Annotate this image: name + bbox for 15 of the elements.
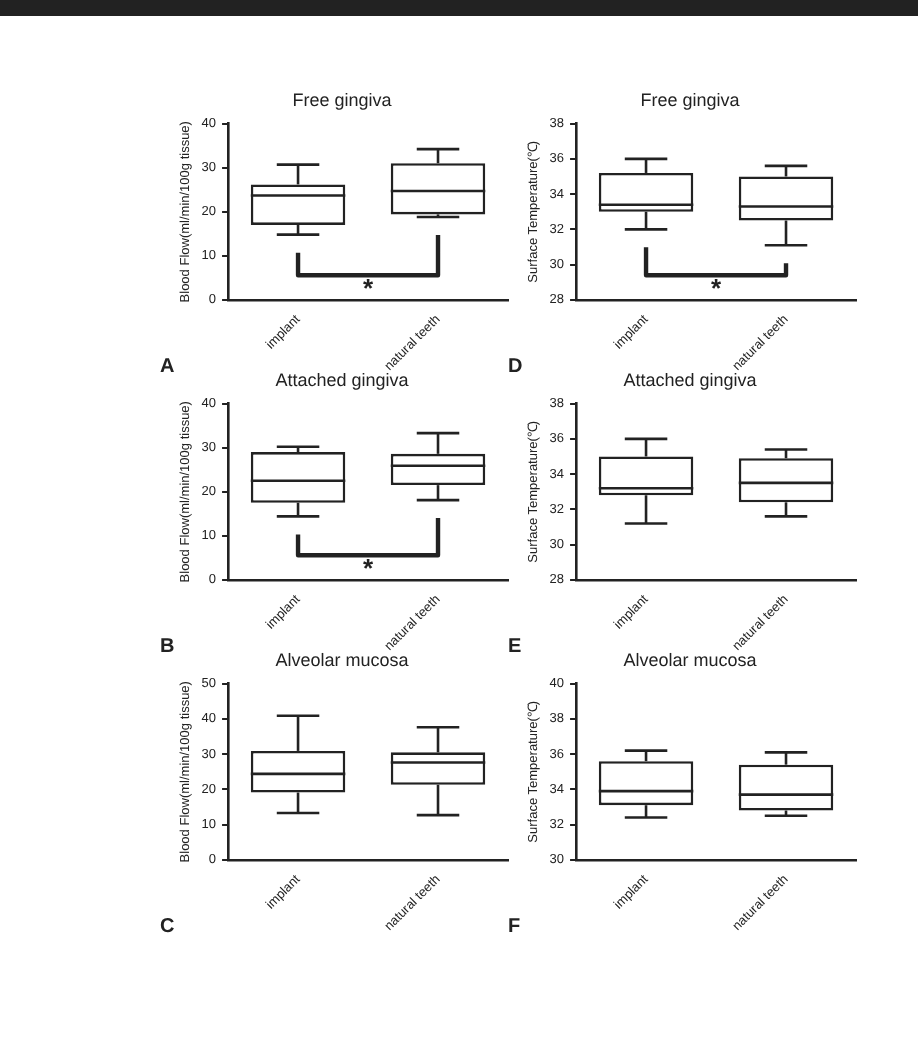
text: F [508,915,521,938]
chart-title: Attached gingiva [623,369,757,390]
annotation: * [710,273,723,304]
text: A [160,355,175,378]
annotation: * [362,273,375,304]
text: D [508,355,523,378]
annotation: * [362,553,375,584]
chart-title: Alveolar mucosa [275,649,409,670]
text: B [160,635,175,658]
chart-title: Attached gingiva [275,369,409,390]
chart-title: Alveolar mucosa [623,649,757,670]
text: C [160,915,175,938]
chart-title: Free gingiva [292,89,392,110]
chart-title: Free gingiva [640,89,740,110]
text: E [508,635,522,658]
